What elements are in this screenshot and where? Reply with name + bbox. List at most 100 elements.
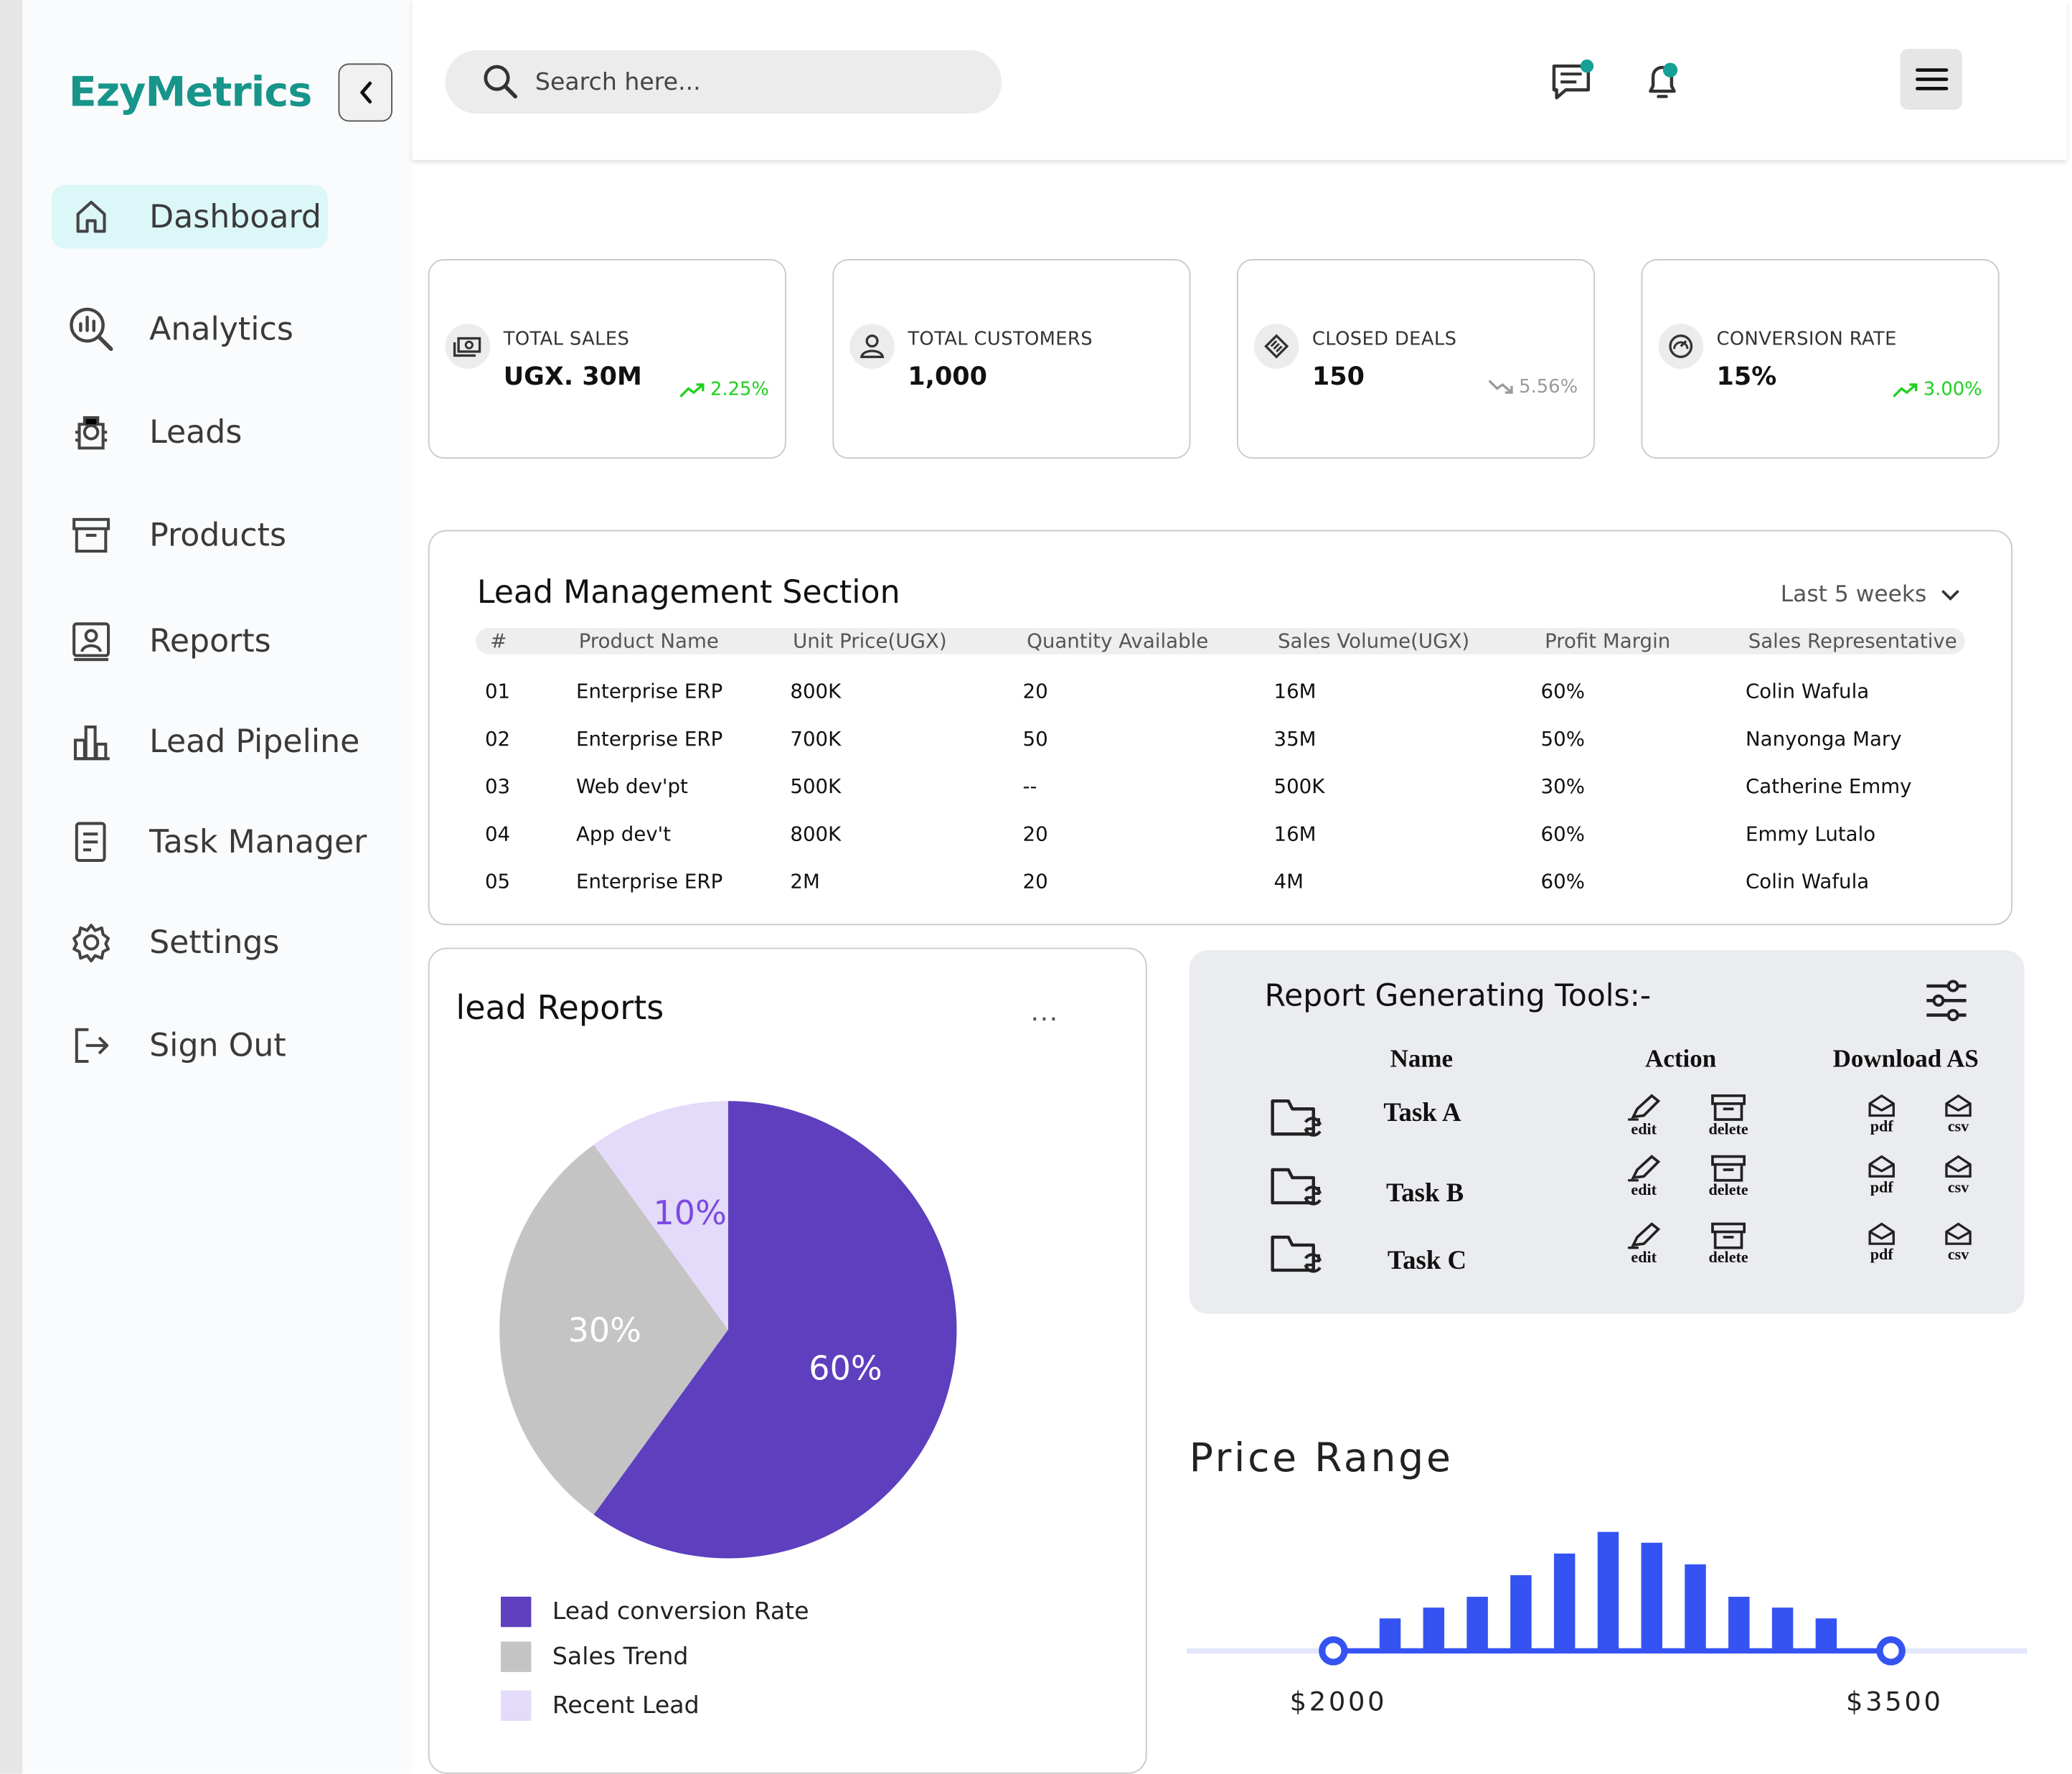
- message-icon: [1552, 59, 1594, 100]
- stat-title: TOTAL SALES: [503, 329, 630, 351]
- stat-change: 3.00%: [1892, 380, 1982, 400]
- pie-slice-label: 30%: [568, 1310, 641, 1349]
- download-pdf-button[interactable]: pdf: [1867, 1221, 1896, 1262]
- table-cell: Emmy Lutalo: [1746, 822, 1876, 846]
- action-label: csv: [1947, 1178, 1969, 1196]
- edit-button[interactable]: edit: [1625, 1221, 1662, 1265]
- notifications-button[interactable]: [1642, 58, 1687, 103]
- action-label: delete: [1708, 1120, 1748, 1138]
- edit-button[interactable]: edit: [1625, 1154, 1662, 1198]
- histogram-bar: [1510, 1574, 1532, 1651]
- delete-button[interactable]: delete: [1708, 1221, 1748, 1265]
- legend-label: Lead conversion Rate: [552, 1597, 809, 1626]
- legend-swatch: [501, 1596, 532, 1628]
- legend-item: Lead conversion Rate: [501, 1596, 809, 1628]
- download-csv-button[interactable]: csv: [1944, 1093, 1973, 1134]
- search-bar[interactable]: [445, 50, 1002, 114]
- messages-button[interactable]: [1550, 58, 1597, 103]
- action-label: pdf: [1870, 1178, 1893, 1196]
- task-name: Task A: [1383, 1098, 1461, 1128]
- trend-up-icon: [1892, 383, 1917, 398]
- delete-button[interactable]: delete: [1708, 1093, 1748, 1137]
- action-label: pdf: [1870, 1117, 1893, 1136]
- stat-card-total-sales: TOTAL SALES UGX. 30M 2.25%: [428, 258, 786, 459]
- action-label: edit: [1631, 1247, 1657, 1267]
- table-cell: 60%: [1540, 869, 1585, 894]
- action-label: csv: [1947, 1117, 1969, 1136]
- gauge-icon: [1658, 324, 1704, 369]
- bell-icon: [1649, 62, 1678, 98]
- analytics-icon: [52, 305, 131, 352]
- more-options-button[interactable]: ...: [1030, 994, 1059, 1028]
- price-range-slider: [1186, 1531, 2028, 1666]
- sidebar-item-settings[interactable]: Settings: [52, 911, 382, 974]
- menu-button[interactable]: [1900, 49, 1963, 110]
- table-cell: --: [1022, 774, 1037, 799]
- sidebar-item-task-manager[interactable]: Task Manager: [52, 810, 382, 873]
- table-cell: 50: [1022, 726, 1048, 751]
- handshake-icon: [1253, 324, 1299, 369]
- chevron-left-icon: [359, 81, 372, 104]
- sidebar-item-products[interactable]: Products: [52, 504, 382, 567]
- table-cell: Colin Wafula: [1746, 869, 1870, 894]
- sidebar-item-dashboard[interactable]: Dashboard: [51, 184, 328, 249]
- table-cell: 03: [484, 774, 511, 799]
- action-label: delete: [1708, 1247, 1748, 1267]
- sidebar-item-reports[interactable]: Reports: [52, 609, 382, 672]
- folder-sync-icon: [1268, 1229, 1324, 1277]
- pie-slice: [593, 1101, 728, 1330]
- stat-change: 5.56%: [1487, 377, 1578, 398]
- collapse-sidebar-button[interactable]: [338, 63, 393, 122]
- trend-down-icon: [1487, 380, 1512, 394]
- column-header: Unit Price(UGX): [793, 629, 947, 653]
- pie-slice-label: 60%: [809, 1349, 882, 1388]
- stat-title: TOTAL CUSTOMERS: [908, 329, 1093, 351]
- download-csv-button[interactable]: csv: [1944, 1221, 1973, 1262]
- search-input[interactable]: [535, 67, 971, 96]
- table-cell: 4M: [1273, 869, 1304, 894]
- download-pdf-button[interactable]: pdf: [1867, 1154, 1896, 1195]
- table-cell: 800K: [790, 679, 842, 703]
- max-price-handle[interactable]: [1876, 1636, 1906, 1666]
- stat-value: 150: [1312, 362, 1365, 392]
- sidebar-item-label: Sign Out: [149, 1027, 286, 1064]
- stat-change-value: 5.56%: [1519, 376, 1578, 398]
- edit-button[interactable]: edit: [1625, 1093, 1662, 1137]
- sidebar-item-label: Dashboard: [149, 198, 321, 235]
- pie-slice: [499, 1145, 728, 1515]
- stat-title: CONVERSION RATE: [1716, 329, 1897, 351]
- download-pdf-button[interactable]: pdf: [1867, 1093, 1896, 1134]
- action-label: edit: [1631, 1180, 1657, 1199]
- download-csv-button[interactable]: csv: [1944, 1154, 1973, 1195]
- table-cell: 20: [1022, 822, 1048, 846]
- sidebar-item-sign-out[interactable]: Sign Out: [52, 1014, 382, 1077]
- stat-value: UGX. 30M: [503, 362, 642, 392]
- sidebar-item-lead-pipeline[interactable]: Lead Pipeline: [52, 710, 382, 773]
- legend-label: Recent Lead: [552, 1691, 700, 1720]
- money-icon: [445, 324, 491, 369]
- filter-settings-button[interactable]: [1924, 980, 1969, 1022]
- min-price-handle[interactable]: [1319, 1636, 1348, 1666]
- sidebar-item-analytics[interactable]: Analytics: [52, 297, 382, 360]
- action-label: csv: [1947, 1244, 1969, 1264]
- leads-icon: [52, 411, 131, 454]
- envelope-icon: [1867, 1221, 1896, 1248]
- table-cell: 60%: [1540, 679, 1585, 703]
- column-header: Action: [1645, 1045, 1717, 1074]
- sidebar-item-leads[interactable]: Leads: [52, 400, 382, 464]
- delete-button[interactable]: delete: [1708, 1154, 1748, 1198]
- archive-icon: [1710, 1093, 1747, 1122]
- legend-item: Sales Trend: [501, 1641, 688, 1672]
- archive-icon: [1710, 1154, 1747, 1183]
- section-title: Report Generating Tools:-: [1264, 979, 1652, 1014]
- action-label: delete: [1708, 1180, 1748, 1199]
- date-range-dropdown[interactable]: Last 5 weeks: [1781, 581, 1962, 608]
- stat-change: 2.25%: [679, 380, 769, 400]
- search-icon: [484, 65, 518, 99]
- table-cell: 800K: [790, 822, 842, 846]
- histogram-bar: [1423, 1608, 1445, 1651]
- price-range-title: Price Range: [1189, 1435, 1454, 1482]
- table-cell: Web dev'pt: [576, 774, 688, 799]
- pencil-icon: [1625, 1093, 1662, 1122]
- histogram-bar: [1728, 1597, 1750, 1651]
